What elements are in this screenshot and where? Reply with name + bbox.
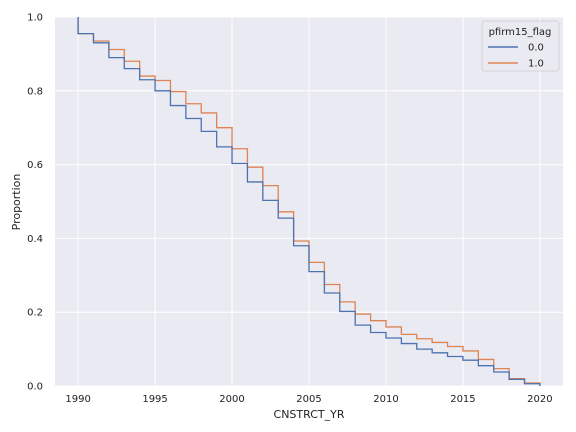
y-tick-label: 0.8 — [27, 86, 43, 97]
y-axis-label: Proportion — [10, 174, 23, 231]
y-tick-label: 0.2 — [27, 308, 43, 319]
legend: pfirm15_flag 0.0 1.0 — [481, 20, 560, 72]
y-tick-labels: 0.0 0.2 0.4 0.6 0.8 1.0 — [27, 13, 43, 393]
x-tick-label: 1995 — [142, 394, 167, 405]
y-tick-label: 1.0 — [27, 13, 43, 24]
x-tick-label: 2005 — [296, 394, 321, 405]
y-tick-label: 0.4 — [27, 234, 43, 245]
grid-lines — [55, 16, 563, 387]
series-line-0.0 — [77, 17, 541, 386]
y-tick-label: 0.6 — [27, 160, 43, 171]
x-tick-label: 2010 — [373, 394, 398, 405]
x-tick-label: 2015 — [450, 394, 475, 405]
legend-box — [481, 20, 560, 72]
data-series — [77, 17, 541, 386]
x-tick-labels: 1990 1995 2000 2005 2010 2015 2020 — [65, 394, 552, 405]
y-tick-label: 0.0 — [27, 382, 43, 393]
x-tick-label: 1990 — [65, 394, 90, 405]
x-tick-label: 2000 — [219, 394, 244, 405]
x-tick-label: 2020 — [527, 394, 552, 405]
x-axis-label: CNSTRCT_YR — [274, 408, 345, 421]
legend-title: pfirm15_flag — [489, 27, 552, 38]
legend-label-0.0: 0.0 — [528, 43, 544, 54]
legend-label-1.0: 1.0 — [528, 59, 544, 70]
